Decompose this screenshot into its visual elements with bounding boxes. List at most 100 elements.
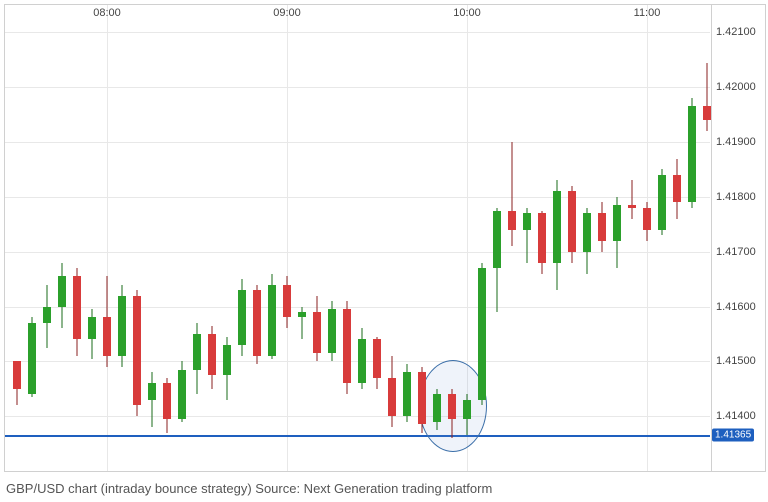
candle-body bbox=[43, 307, 51, 323]
candle-body bbox=[133, 296, 141, 406]
candlestick-plot-area[interactable]: 08:0009:0010:0011:00 bbox=[5, 5, 710, 471]
candle-body bbox=[448, 394, 456, 419]
candle-body bbox=[703, 106, 711, 120]
candle-body bbox=[553, 191, 561, 262]
candle[interactable] bbox=[88, 5, 96, 471]
candle[interactable] bbox=[148, 5, 156, 471]
candle-body bbox=[283, 285, 291, 318]
y-tick-label: 1.41600 bbox=[716, 301, 756, 313]
candle-body bbox=[433, 394, 441, 421]
candle-body bbox=[538, 213, 546, 262]
candle-body bbox=[223, 345, 231, 375]
candle[interactable] bbox=[508, 5, 516, 471]
candle[interactable] bbox=[388, 5, 396, 471]
candle[interactable] bbox=[583, 5, 591, 471]
candle[interactable] bbox=[268, 5, 276, 471]
y-tick-label: 1.41900 bbox=[716, 136, 756, 148]
candle[interactable] bbox=[223, 5, 231, 471]
candle-body bbox=[493, 211, 501, 269]
candle[interactable] bbox=[688, 5, 696, 471]
y-tick-label: 1.41800 bbox=[716, 191, 756, 203]
candle[interactable] bbox=[598, 5, 606, 471]
candle[interactable] bbox=[358, 5, 366, 471]
candle[interactable] bbox=[253, 5, 261, 471]
candle-body bbox=[508, 211, 516, 230]
candle-body bbox=[628, 205, 636, 208]
candle[interactable] bbox=[613, 5, 621, 471]
candle-body bbox=[253, 290, 261, 356]
candle[interactable] bbox=[208, 5, 216, 471]
chart-caption: GBP/USD chart (intraday bounce strategy)… bbox=[6, 481, 492, 496]
candle-body bbox=[88, 317, 96, 339]
candle-body bbox=[58, 276, 66, 306]
candle[interactable] bbox=[58, 5, 66, 471]
candle[interactable] bbox=[328, 5, 336, 471]
candle[interactable] bbox=[238, 5, 246, 471]
y-tick-label: 1.41500 bbox=[716, 355, 756, 367]
candle-body bbox=[673, 175, 681, 202]
candle[interactable] bbox=[448, 5, 456, 471]
candle-body bbox=[688, 106, 696, 202]
candle[interactable] bbox=[568, 5, 576, 471]
candle-body bbox=[313, 312, 321, 353]
candle-body bbox=[373, 339, 381, 377]
chart-frame[interactable]: 08:0009:0010:0011:00 1.414001.415001.416… bbox=[4, 4, 766, 472]
candle[interactable] bbox=[553, 5, 561, 471]
candle[interactable] bbox=[433, 5, 441, 471]
candle[interactable] bbox=[643, 5, 651, 471]
candle[interactable] bbox=[13, 5, 21, 471]
candle-body bbox=[178, 370, 186, 419]
candle[interactable] bbox=[298, 5, 306, 471]
candle-body bbox=[403, 372, 411, 416]
candle[interactable] bbox=[313, 5, 321, 471]
candle[interactable] bbox=[373, 5, 381, 471]
candle[interactable] bbox=[343, 5, 351, 471]
candle[interactable] bbox=[193, 5, 201, 471]
candle-body bbox=[463, 400, 471, 419]
candle-body bbox=[568, 191, 576, 251]
candle[interactable] bbox=[103, 5, 111, 471]
candle-wick bbox=[152, 372, 153, 427]
candle[interactable] bbox=[28, 5, 36, 471]
candle[interactable] bbox=[118, 5, 126, 471]
candle[interactable] bbox=[463, 5, 471, 471]
y-axis: 1.414001.415001.416001.417001.418001.419… bbox=[711, 5, 766, 471]
candle-body bbox=[388, 378, 396, 416]
candle-body bbox=[598, 213, 606, 240]
candle[interactable] bbox=[178, 5, 186, 471]
candle[interactable] bbox=[163, 5, 171, 471]
candle[interactable] bbox=[283, 5, 291, 471]
candle[interactable] bbox=[478, 5, 486, 471]
candle[interactable] bbox=[628, 5, 636, 471]
chart-container: 08:0009:0010:0011:00 1.414001.415001.416… bbox=[0, 0, 768, 502]
candle[interactable] bbox=[538, 5, 546, 471]
candle[interactable] bbox=[493, 5, 501, 471]
candle-body bbox=[418, 372, 426, 424]
candle-body bbox=[328, 309, 336, 353]
candle[interactable] bbox=[73, 5, 81, 471]
candle-body bbox=[28, 323, 36, 394]
candle-body bbox=[193, 334, 201, 370]
candle[interactable] bbox=[43, 5, 51, 471]
candle-body bbox=[478, 268, 486, 400]
candle-wick bbox=[512, 142, 513, 246]
candle[interactable] bbox=[133, 5, 141, 471]
candle-body bbox=[583, 213, 591, 251]
candle-body bbox=[13, 361, 21, 388]
candle-body bbox=[298, 312, 306, 317]
candle-body bbox=[358, 339, 366, 383]
candle[interactable] bbox=[403, 5, 411, 471]
candle[interactable] bbox=[658, 5, 666, 471]
candle[interactable] bbox=[418, 5, 426, 471]
candle-body bbox=[148, 383, 156, 399]
candle-body bbox=[523, 213, 531, 229]
candle-body bbox=[613, 205, 621, 241]
candle[interactable] bbox=[523, 5, 531, 471]
y-tick-label: 1.42100 bbox=[716, 26, 756, 38]
candle[interactable] bbox=[703, 5, 711, 471]
candle-body bbox=[118, 296, 126, 356]
support-line-badge: 1.41365 bbox=[712, 429, 754, 442]
candle[interactable] bbox=[673, 5, 681, 471]
candle-body bbox=[268, 285, 276, 356]
candle-body bbox=[73, 276, 81, 339]
